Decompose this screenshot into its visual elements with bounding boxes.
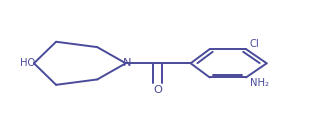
Text: O: O <box>153 85 162 95</box>
Text: HO: HO <box>20 58 35 68</box>
Text: Cl: Cl <box>250 39 259 49</box>
Text: N: N <box>123 58 132 68</box>
Text: NH₂: NH₂ <box>250 78 269 88</box>
